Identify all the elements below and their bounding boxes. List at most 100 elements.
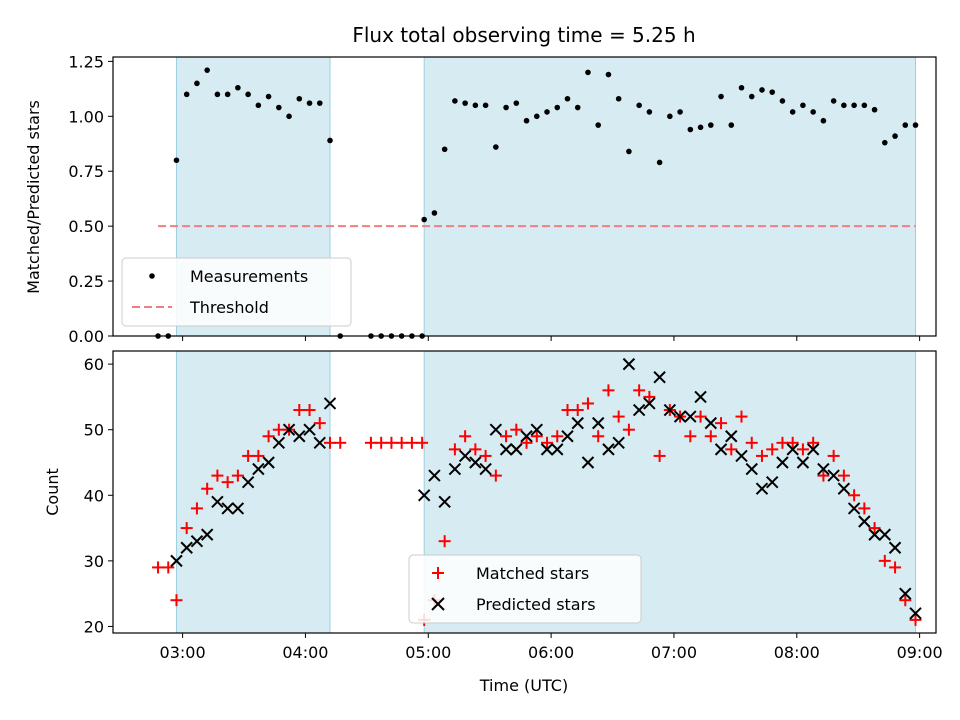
y-tick-label: 20: [84, 617, 104, 636]
matched-star-point: [510, 423, 523, 436]
measurement-point: [626, 148, 632, 155]
predicted-star-point: [262, 456, 275, 469]
matched-star-point: [571, 404, 584, 417]
predicted-star-point: [530, 423, 543, 436]
matched-star-point: [530, 430, 543, 443]
predicted-star-point: [458, 449, 472, 463]
predicted-star-point: [909, 607, 922, 620]
measurement-point: [472, 102, 479, 109]
predicted-star-point: [561, 430, 574, 443]
y-tick-label: 0.25: [68, 272, 104, 291]
measurement-point: [431, 210, 438, 216]
legend-label-threshold: Threshold: [189, 298, 269, 317]
measurement-point: [255, 102, 262, 109]
matched-star-point: [684, 430, 697, 443]
y-tick-label: 0.50: [68, 217, 104, 236]
matched-star-point: [878, 554, 891, 567]
matched-star-point: [448, 443, 461, 456]
x-tick-label: 06:00: [528, 643, 574, 662]
predicted-star-point: [817, 462, 830, 476]
matched-star-point: [303, 404, 316, 417]
predicted-star-point: [510, 443, 523, 456]
measurement-point: [296, 95, 303, 102]
matched-star-point: [324, 436, 337, 449]
predicted-star-point: [643, 397, 656, 410]
predicted-star-point: [766, 475, 779, 489]
predicted-star-point: [540, 443, 554, 456]
matched-star-point: [520, 436, 533, 449]
matched-star-point: [848, 489, 861, 502]
y-tick-label: 50: [84, 421, 104, 440]
predicted-star-point: [673, 410, 687, 423]
matched-star-point: [612, 410, 625, 423]
matched-star-point: [899, 594, 912, 607]
x-tick-label: 09:00: [897, 643, 943, 662]
measurement-point: [687, 126, 694, 133]
matched-star-point: [293, 404, 306, 417]
matched-stars-points: [152, 384, 922, 626]
predicted-star-point: [221, 502, 234, 515]
predicted-star-point: [745, 462, 758, 476]
matched-star-point: [622, 423, 635, 436]
observing-interval: [424, 57, 916, 336]
predicted-star-point: [714, 443, 728, 456]
y-tick-label: 1.25: [68, 52, 104, 71]
matched-star-point: [364, 436, 377, 449]
matched-star-point: [334, 436, 347, 449]
predicted-star-point: [438, 495, 451, 509]
matched-star-point: [561, 404, 574, 417]
predicted-star-point: [837, 482, 851, 495]
y-tick-label: 0.75: [68, 162, 104, 181]
bottom-legend: Matched stars Predicted stars: [408, 554, 642, 624]
measurement-point: [861, 102, 868, 109]
matched-star-point: [653, 449, 666, 462]
measurement-point: [574, 104, 581, 111]
matched-star-point: [152, 561, 165, 574]
measurement-point: [286, 113, 292, 120]
measurement-point: [276, 104, 282, 111]
x-tick-label: 04:00: [282, 643, 328, 662]
predicted-star-point: [489, 423, 503, 436]
predicted-star-point: [323, 397, 337, 410]
measurement-point: [646, 109, 653, 115]
measurement-point: [564, 95, 571, 102]
predicted-star-point: [653, 371, 666, 384]
matched-star-point: [180, 522, 193, 535]
measurement-point: [708, 122, 714, 128]
legend-label-predicted: Predicted stars: [476, 595, 596, 614]
matched-star-point: [786, 436, 799, 449]
predicted-star-point: [735, 449, 748, 463]
measurement-point: [327, 137, 333, 144]
measurement-point: [851, 102, 857, 109]
predicted-star-point: [211, 495, 224, 509]
matched-star-point: [643, 390, 656, 403]
predicted-star-point: [622, 357, 636, 371]
predicted-star-point: [725, 430, 738, 443]
legend-marker-predicted: [431, 597, 445, 611]
measurement-point: [728, 122, 735, 128]
bottom-legend-box: [408, 554, 642, 624]
matched-star-point: [500, 430, 513, 443]
measurement-point: [636, 102, 642, 109]
matched-star-point: [858, 502, 871, 515]
predicted-star-point: [180, 541, 193, 554]
top-chart-title: Flux total observing time = 5.25 h: [352, 23, 695, 47]
measurement-point: [224, 91, 231, 98]
predicted-star-point: [806, 443, 820, 456]
predicted-star-point: [888, 541, 902, 554]
measurement-point: [820, 117, 827, 124]
measurement-point: [462, 100, 468, 106]
matched-star-point: [827, 449, 840, 462]
predicted-star-point: [868, 528, 881, 541]
matched-star-point: [489, 469, 502, 482]
measurement-point: [452, 98, 458, 104]
y-tick-label: 40: [84, 486, 104, 505]
predicted-star-point: [571, 416, 584, 430]
matched-star-point: [262, 430, 275, 443]
matched-star-point: [735, 410, 748, 423]
matched-star-point: [221, 476, 234, 489]
matched-star-point: [602, 384, 615, 397]
measurement-point: [173, 157, 180, 164]
predicted-star-point: [663, 403, 677, 417]
y-tick-label: 0.00: [68, 327, 104, 346]
